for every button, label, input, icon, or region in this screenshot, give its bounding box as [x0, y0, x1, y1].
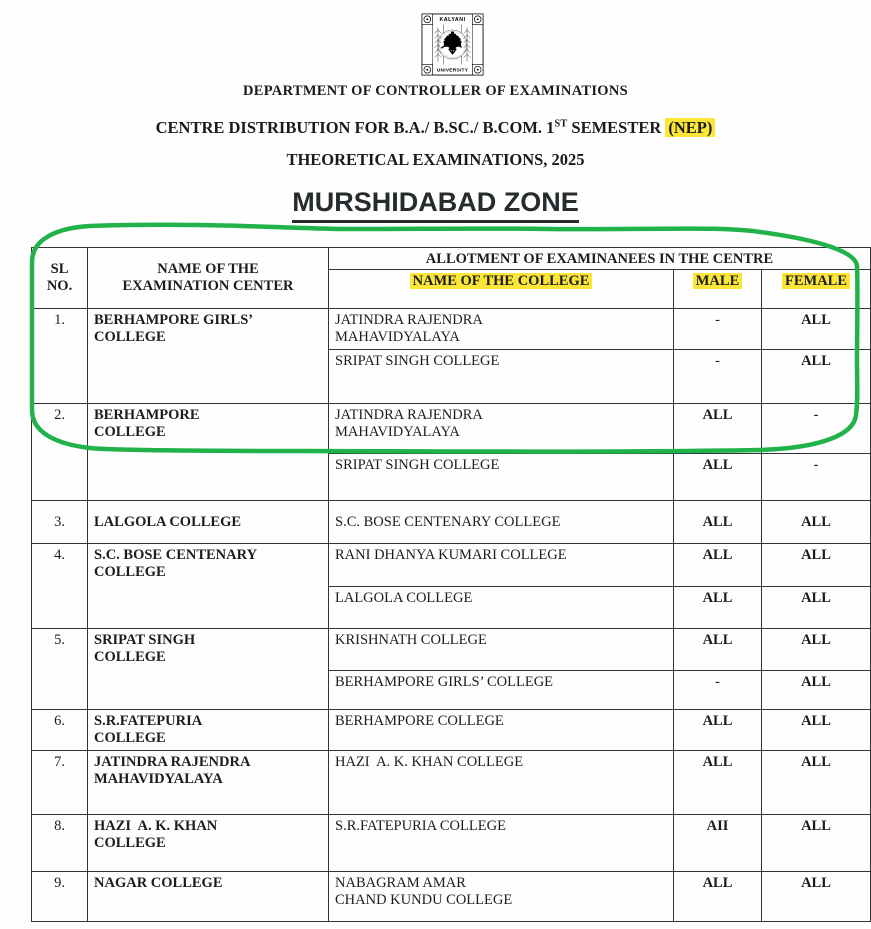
svg-text:KALYANI: KALYANI [439, 17, 465, 23]
svg-text:UNIVERSITY: UNIVERSITY [437, 68, 469, 74]
